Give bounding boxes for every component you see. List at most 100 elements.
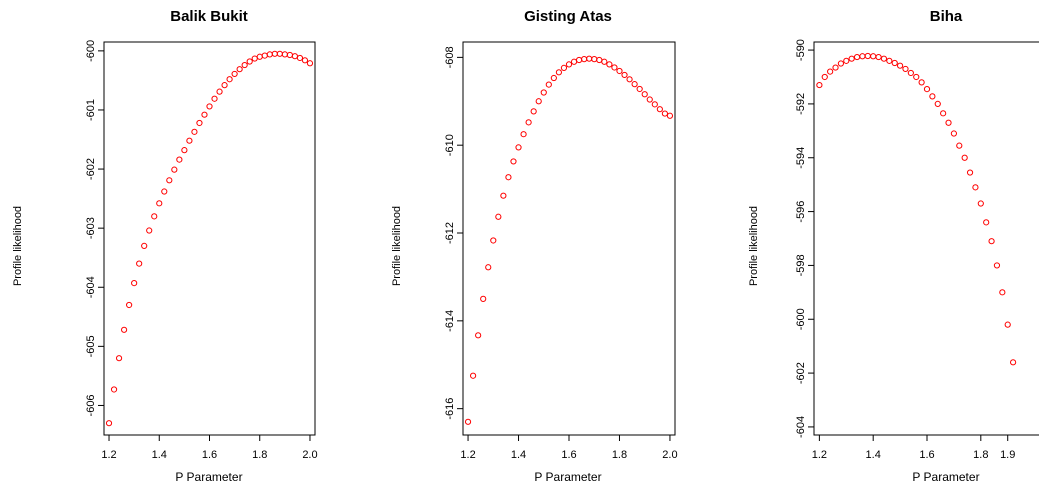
data-point: [540, 89, 547, 96]
data-point: [864, 52, 871, 60]
data-point: [606, 61, 613, 68]
x-tick-label: 1.8: [612, 449, 627, 461]
data-point: [565, 61, 573, 68]
data-point: [837, 60, 845, 67]
data-point: [211, 95, 218, 102]
data-point: [988, 238, 995, 245]
y-tick-label: -600: [795, 308, 807, 330]
data-point: [641, 91, 648, 98]
data-point: [266, 51, 273, 58]
x-tick-label: 2.0: [302, 449, 317, 461]
data-point: [110, 386, 118, 393]
data-point: [306, 60, 314, 67]
y-axis-label: Profile likelihood: [748, 206, 760, 286]
data-point: [853, 53, 861, 61]
data-point: [515, 144, 522, 151]
data-point: [256, 53, 263, 60]
data-point: [271, 50, 278, 57]
data-point: [555, 69, 563, 76]
data-point: [246, 58, 253, 65]
data-point: [656, 106, 663, 113]
data-point: [816, 81, 823, 89]
data-point: [1004, 321, 1011, 328]
data-point: [530, 108, 537, 115]
data-point: [485, 264, 492, 271]
data-point: [281, 51, 288, 58]
data-point: [191, 128, 198, 135]
data-point: [896, 62, 904, 69]
y-tick-label: -598: [795, 254, 807, 276]
data-point: [560, 64, 568, 72]
y-tick-label: -602: [85, 158, 97, 180]
data-point: [464, 418, 472, 425]
data-point: [181, 147, 188, 154]
data-point: [591, 56, 598, 63]
data-point: [201, 111, 208, 118]
y-tick-label: -606: [85, 394, 97, 416]
data-point: [886, 57, 893, 64]
panel-biha: Biha Profile likelihood P Parameter 1.2 1…: [748, 8, 1039, 483]
panel-gisting-atas: Gisting Atas Profile likelihood P Parame…: [391, 8, 678, 483]
data-point: [827, 68, 834, 75]
x-tick-label: 1.8: [252, 449, 267, 461]
data-point: [611, 64, 618, 71]
y-axis-label: Profile likelihood: [391, 206, 403, 286]
y-tick-label: -596: [795, 201, 807, 223]
data-point: [535, 98, 542, 105]
x-tick-label: 1.4: [152, 449, 167, 461]
data-point: [859, 53, 866, 60]
data-point: [196, 119, 203, 127]
y-tick-label: -600: [85, 40, 97, 62]
data-point: [636, 85, 643, 93]
data-point: [475, 332, 482, 339]
y-tick-label: -608: [444, 46, 456, 68]
data-point: [261, 52, 268, 59]
data-point: [875, 53, 882, 61]
panel-title: Biha: [930, 8, 963, 25]
x-axis-label: P Parameter: [175, 470, 242, 483]
data-point: [616, 67, 623, 75]
x-axis-label: P Parameter: [534, 470, 601, 483]
panel-balik-bukit: Balik Bukit Profile likelihood P Paramet…: [12, 8, 318, 483]
x-tick-label: 1.6: [202, 449, 217, 461]
y-tick-label: -604: [85, 276, 97, 298]
data-point: [601, 58, 608, 65]
data-point: [575, 56, 583, 64]
data-point: [972, 184, 979, 191]
data-point: [934, 100, 941, 108]
y-tick-label: -612: [444, 222, 456, 244]
x-tick-label: 2.0: [662, 449, 677, 461]
data-point: [126, 301, 133, 309]
y-tick-label: -616: [444, 398, 456, 420]
data-point: [880, 55, 888, 62]
plot-frame: [813, 41, 1039, 436]
x-tick-label: 1.8: [973, 449, 988, 461]
data-point: [891, 59, 898, 67]
x-tick-label: 1.2: [812, 449, 827, 461]
data-point: [480, 295, 487, 302]
data-point: [166, 177, 173, 184]
data-point: [646, 96, 653, 103]
x-tick-label: 1.2: [101, 449, 116, 461]
x-tick-label: 1.9: [1000, 449, 1015, 461]
data-point: [581, 56, 588, 63]
data-point: [525, 119, 532, 126]
data-point: [902, 65, 909, 73]
x-tick-label: 1.4: [511, 449, 526, 461]
data-point: [1009, 359, 1017, 366]
y-tick-label: -594: [795, 147, 807, 169]
data-point: [136, 260, 143, 267]
data-point: [929, 93, 936, 100]
data-point: [131, 280, 138, 287]
data-point: [956, 142, 963, 149]
data-point: [870, 53, 877, 60]
data-point: [120, 326, 128, 333]
data-point: [626, 76, 633, 83]
data-point: [500, 192, 507, 199]
y-tick-label: -601: [85, 99, 97, 121]
data-point: [631, 81, 638, 88]
data-point: [993, 262, 1001, 269]
data-point: [510, 158, 517, 165]
data-point: [206, 103, 213, 110]
data-point: [570, 58, 578, 65]
